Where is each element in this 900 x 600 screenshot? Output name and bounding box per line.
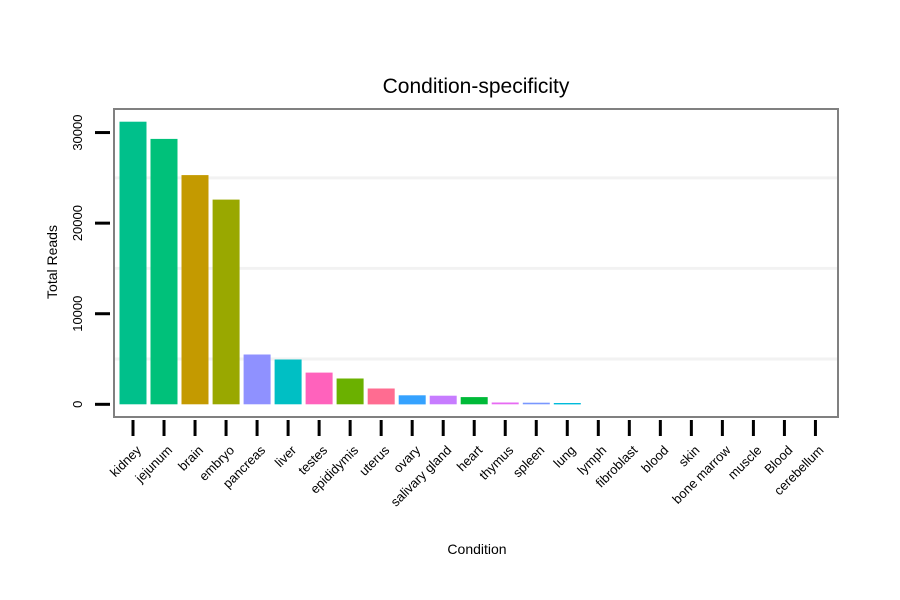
bar-pancreas [243,354,271,405]
bar-testes [305,372,333,405]
bar-kidney [119,121,147,405]
bar-brain [181,175,209,405]
x-tick-label: skin [676,443,703,470]
bar-epididymis [336,378,364,405]
y-tick-label: 20000 [70,205,85,241]
bar-embryo [212,199,240,405]
x-tick-label: blood [638,443,671,476]
bar-ovary [398,395,426,405]
x-tick-label: bone marrow [669,442,734,507]
bar-lung [553,403,581,405]
x-tick-label: uterus [356,442,393,479]
x-tick-label: thymus [476,442,517,483]
bars [119,121,581,405]
bar-jejunum [150,138,178,405]
x-tick-label: muscle [725,443,765,483]
y-tick-label: 0 [70,401,85,408]
y-axis: 0 10000 20000 30000 [70,115,110,408]
bar-thymus [491,402,519,405]
bar-spleen [522,402,550,405]
chart-title: Condition-specificity [383,75,570,98]
x-axis-title: Condition [447,541,506,557]
y-tick-label: 10000 [70,296,85,332]
y-tick-label: 30000 [70,115,85,151]
y-axis-title: Total Reads [44,225,60,299]
bar-salivary-gland [429,395,457,405]
plot-frame [113,108,839,418]
x-tick-label: spleen [510,443,548,481]
bar-uterus [367,388,395,405]
bar-liver [274,359,302,405]
bar-heart [460,397,488,405]
